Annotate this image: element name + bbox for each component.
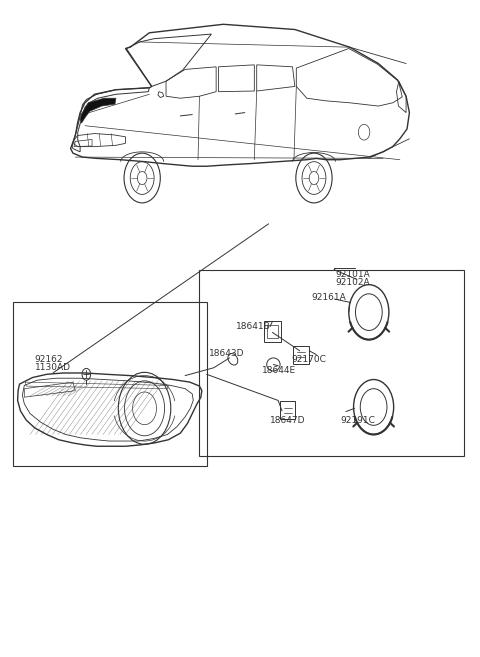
Text: 92161A: 92161A bbox=[312, 292, 347, 302]
Bar bbox=[280, 401, 295, 419]
Bar bbox=[199, 269, 464, 456]
Bar bbox=[267, 325, 278, 338]
Text: 92102A: 92102A bbox=[336, 278, 370, 287]
Text: 1130AD: 1130AD bbox=[35, 363, 71, 373]
Text: 92101A: 92101A bbox=[336, 270, 370, 279]
Text: 92170C: 92170C bbox=[291, 355, 326, 364]
Text: 18644E: 18644E bbox=[262, 366, 296, 375]
Bar bbox=[293, 346, 309, 364]
Text: 92162: 92162 bbox=[35, 355, 63, 365]
Text: 18647D: 18647D bbox=[270, 416, 305, 424]
Text: 18643D: 18643D bbox=[209, 349, 244, 358]
Text: 18641B: 18641B bbox=[236, 322, 271, 331]
Text: 92191C: 92191C bbox=[340, 416, 375, 424]
Polygon shape bbox=[80, 98, 116, 123]
Bar bbox=[264, 321, 281, 342]
Bar bbox=[13, 302, 206, 466]
